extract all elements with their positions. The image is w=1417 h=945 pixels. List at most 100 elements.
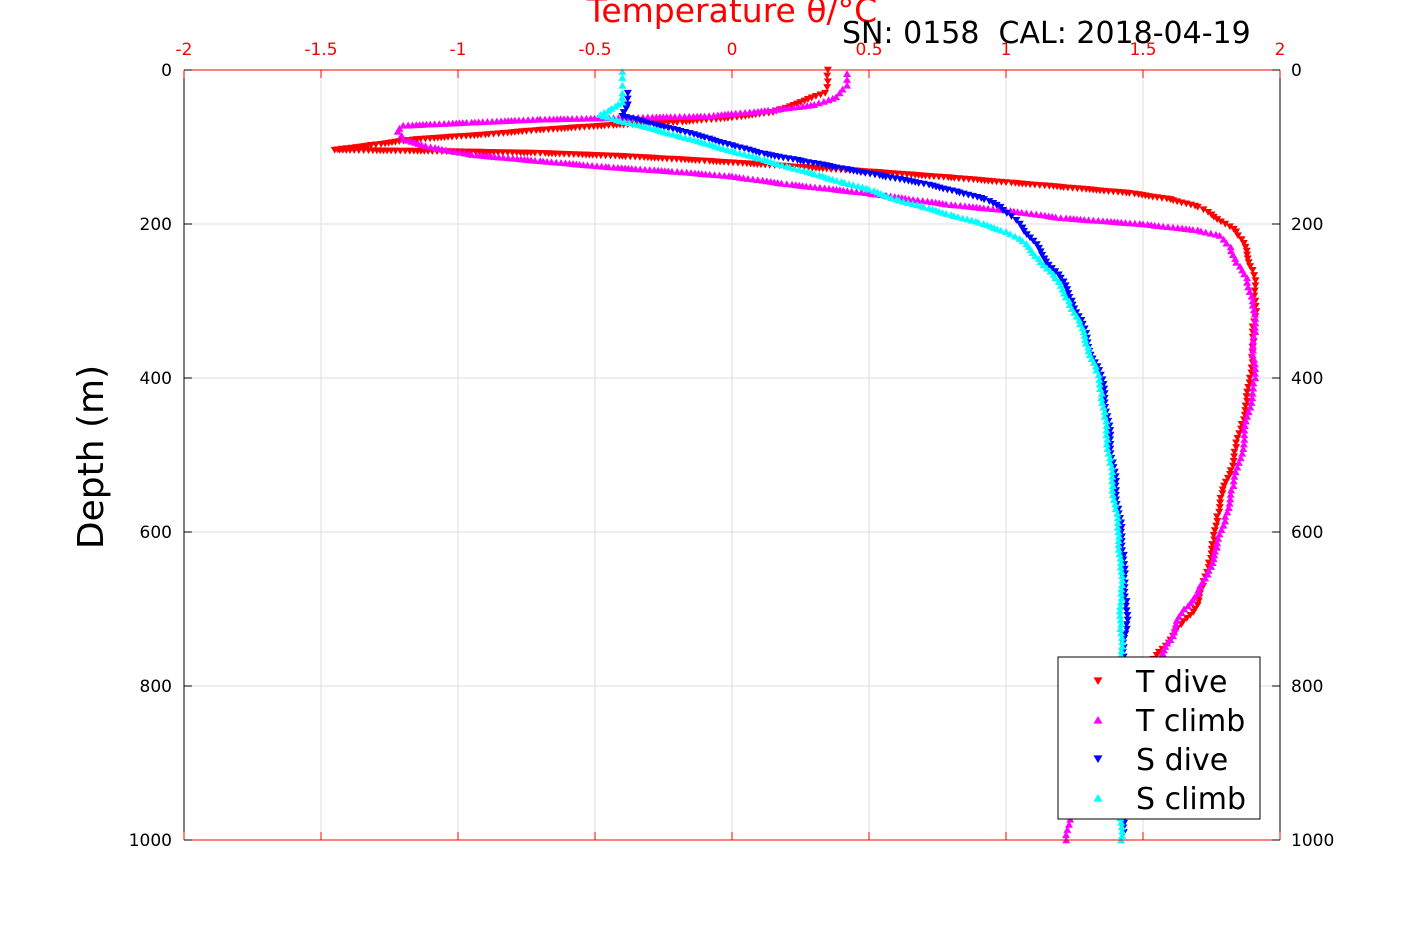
legend-marker bbox=[1093, 715, 1103, 724]
data-point bbox=[823, 72, 832, 80]
data-point bbox=[1246, 263, 1255, 270]
data-point bbox=[1111, 505, 1120, 513]
data-point bbox=[1116, 625, 1125, 632]
data-point bbox=[1193, 203, 1202, 211]
data-point bbox=[1240, 270, 1249, 278]
data-point bbox=[1241, 407, 1250, 414]
data-point bbox=[1123, 616, 1132, 624]
data-point bbox=[1194, 586, 1203, 593]
data-point bbox=[1237, 236, 1246, 243]
data-point bbox=[1113, 523, 1122, 531]
data-point bbox=[1231, 255, 1240, 262]
data-point bbox=[1117, 590, 1126, 597]
data-point bbox=[1248, 394, 1257, 402]
data-point bbox=[1113, 514, 1122, 522]
data-point bbox=[600, 109, 609, 116]
data-point bbox=[1240, 431, 1249, 439]
y-tick-label-right: 800 bbox=[1291, 677, 1323, 697]
data-point bbox=[1116, 598, 1125, 606]
data-point bbox=[1243, 274, 1252, 282]
data-point bbox=[1061, 293, 1070, 301]
data-point bbox=[618, 74, 627, 81]
y-tick-label-right: 400 bbox=[1291, 369, 1323, 389]
data-point bbox=[843, 81, 852, 89]
data-point bbox=[1251, 277, 1260, 285]
data-point bbox=[1108, 468, 1117, 476]
data-point bbox=[1221, 517, 1230, 525]
data-point bbox=[1115, 607, 1124, 615]
data-point bbox=[1063, 286, 1072, 294]
data-point bbox=[1207, 563, 1216, 570]
data-point bbox=[1114, 537, 1123, 544]
data-point bbox=[782, 180, 791, 188]
y-tick-label-left: 400 bbox=[140, 369, 172, 389]
data-point bbox=[1212, 513, 1221, 521]
data-point bbox=[1171, 620, 1180, 628]
data-point bbox=[1119, 551, 1128, 559]
data-point bbox=[1180, 605, 1189, 613]
data-point bbox=[832, 93, 841, 101]
y-tick-label-left: 200 bbox=[140, 215, 172, 235]
data-point bbox=[1106, 459, 1115, 466]
data-point bbox=[1123, 611, 1132, 619]
data-point bbox=[1063, 826, 1072, 833]
data-point bbox=[1108, 491, 1117, 499]
data-point bbox=[1177, 609, 1186, 617]
data-point bbox=[1221, 513, 1230, 520]
data-point bbox=[1115, 550, 1124, 558]
data-point bbox=[1228, 462, 1237, 470]
data-point bbox=[1159, 646, 1168, 654]
data-point bbox=[1209, 555, 1218, 563]
data-point bbox=[1210, 536, 1219, 544]
data-point bbox=[1250, 355, 1259, 363]
data-point bbox=[1213, 216, 1222, 223]
data-point bbox=[1117, 629, 1126, 637]
data-point bbox=[614, 100, 623, 108]
data-point bbox=[1172, 616, 1181, 624]
data-point bbox=[1114, 541, 1123, 549]
data-point bbox=[1103, 445, 1112, 453]
data-point bbox=[1080, 332, 1089, 339]
data-point bbox=[1170, 628, 1179, 636]
data-point bbox=[1103, 436, 1112, 443]
data-point bbox=[1243, 251, 1252, 259]
x-tick-label: -0.5 bbox=[578, 40, 611, 60]
y-tick-label-right: 1000 bbox=[1291, 831, 1334, 851]
data-point bbox=[1117, 559, 1126, 566]
data-point bbox=[1240, 422, 1249, 429]
data-point bbox=[1233, 463, 1242, 471]
data-point bbox=[1232, 228, 1241, 236]
data-point bbox=[1240, 436, 1249, 443]
data-point bbox=[1225, 499, 1234, 507]
data-point bbox=[1248, 351, 1257, 359]
data-point bbox=[992, 201, 1001, 209]
data-point bbox=[1240, 426, 1249, 434]
data-point bbox=[1210, 527, 1219, 535]
data-point bbox=[623, 89, 632, 97]
legend-label: S dive bbox=[1136, 743, 1228, 778]
data-point bbox=[1122, 621, 1131, 628]
data-point bbox=[1105, 454, 1114, 462]
data-point bbox=[1231, 468, 1240, 476]
data-point bbox=[1210, 547, 1219, 555]
data-point bbox=[1058, 285, 1067, 293]
data-point bbox=[1213, 518, 1222, 525]
data-point bbox=[1201, 574, 1210, 582]
data-point bbox=[1251, 282, 1260, 290]
data-point bbox=[1244, 259, 1253, 267]
data-point bbox=[1012, 216, 1021, 224]
data-point bbox=[1108, 486, 1117, 494]
data-point bbox=[1089, 359, 1098, 366]
y-tick-label-right: 0 bbox=[1291, 61, 1302, 81]
data-point bbox=[1121, 630, 1130, 638]
data-point bbox=[1244, 408, 1253, 416]
data-point bbox=[1244, 283, 1253, 291]
data-point bbox=[1196, 582, 1205, 590]
data-point bbox=[1116, 612, 1125, 619]
data-point bbox=[823, 84, 832, 91]
data-point bbox=[1108, 477, 1117, 485]
x-tick-label: -1.5 bbox=[304, 40, 337, 60]
data-point bbox=[1117, 620, 1126, 628]
data-point bbox=[1099, 403, 1108, 411]
data-point bbox=[1245, 288, 1254, 295]
